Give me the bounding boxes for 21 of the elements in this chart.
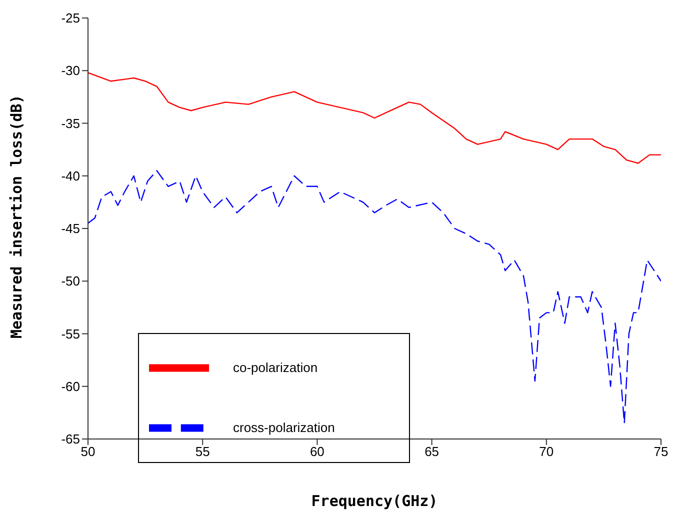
x-tick-label: 70 [539,444,554,460]
y-axis-title: Measured insertion loss(dB) [7,94,26,338]
line-series [88,170,661,424]
x-tick-label: 65 [424,444,440,460]
x-tick-label: 75 [654,444,668,460]
x-tick-label: 50 [80,444,96,460]
legend-label: co-polarization [233,360,318,376]
y-tick-label: -40 [61,168,80,184]
x-axis-title: Frequency(GHz) [311,492,438,510]
y-tick-label: -60 [61,378,80,394]
y-tick-label: -50 [61,274,80,289]
line-series [88,72,661,164]
y-tick-label: -25 [61,10,80,26]
y-tick-label: -65 [61,432,80,447]
x-tick-label: 55 [195,444,210,460]
y-tick-label: -55 [61,326,80,342]
y-tick-label: -45 [61,221,80,236]
legend-label: cross-polarization [233,420,335,436]
y-tick-label: -30 [61,63,80,78]
y-tick-label: -35 [61,116,80,131]
x-tick-label: 60 [310,444,324,460]
